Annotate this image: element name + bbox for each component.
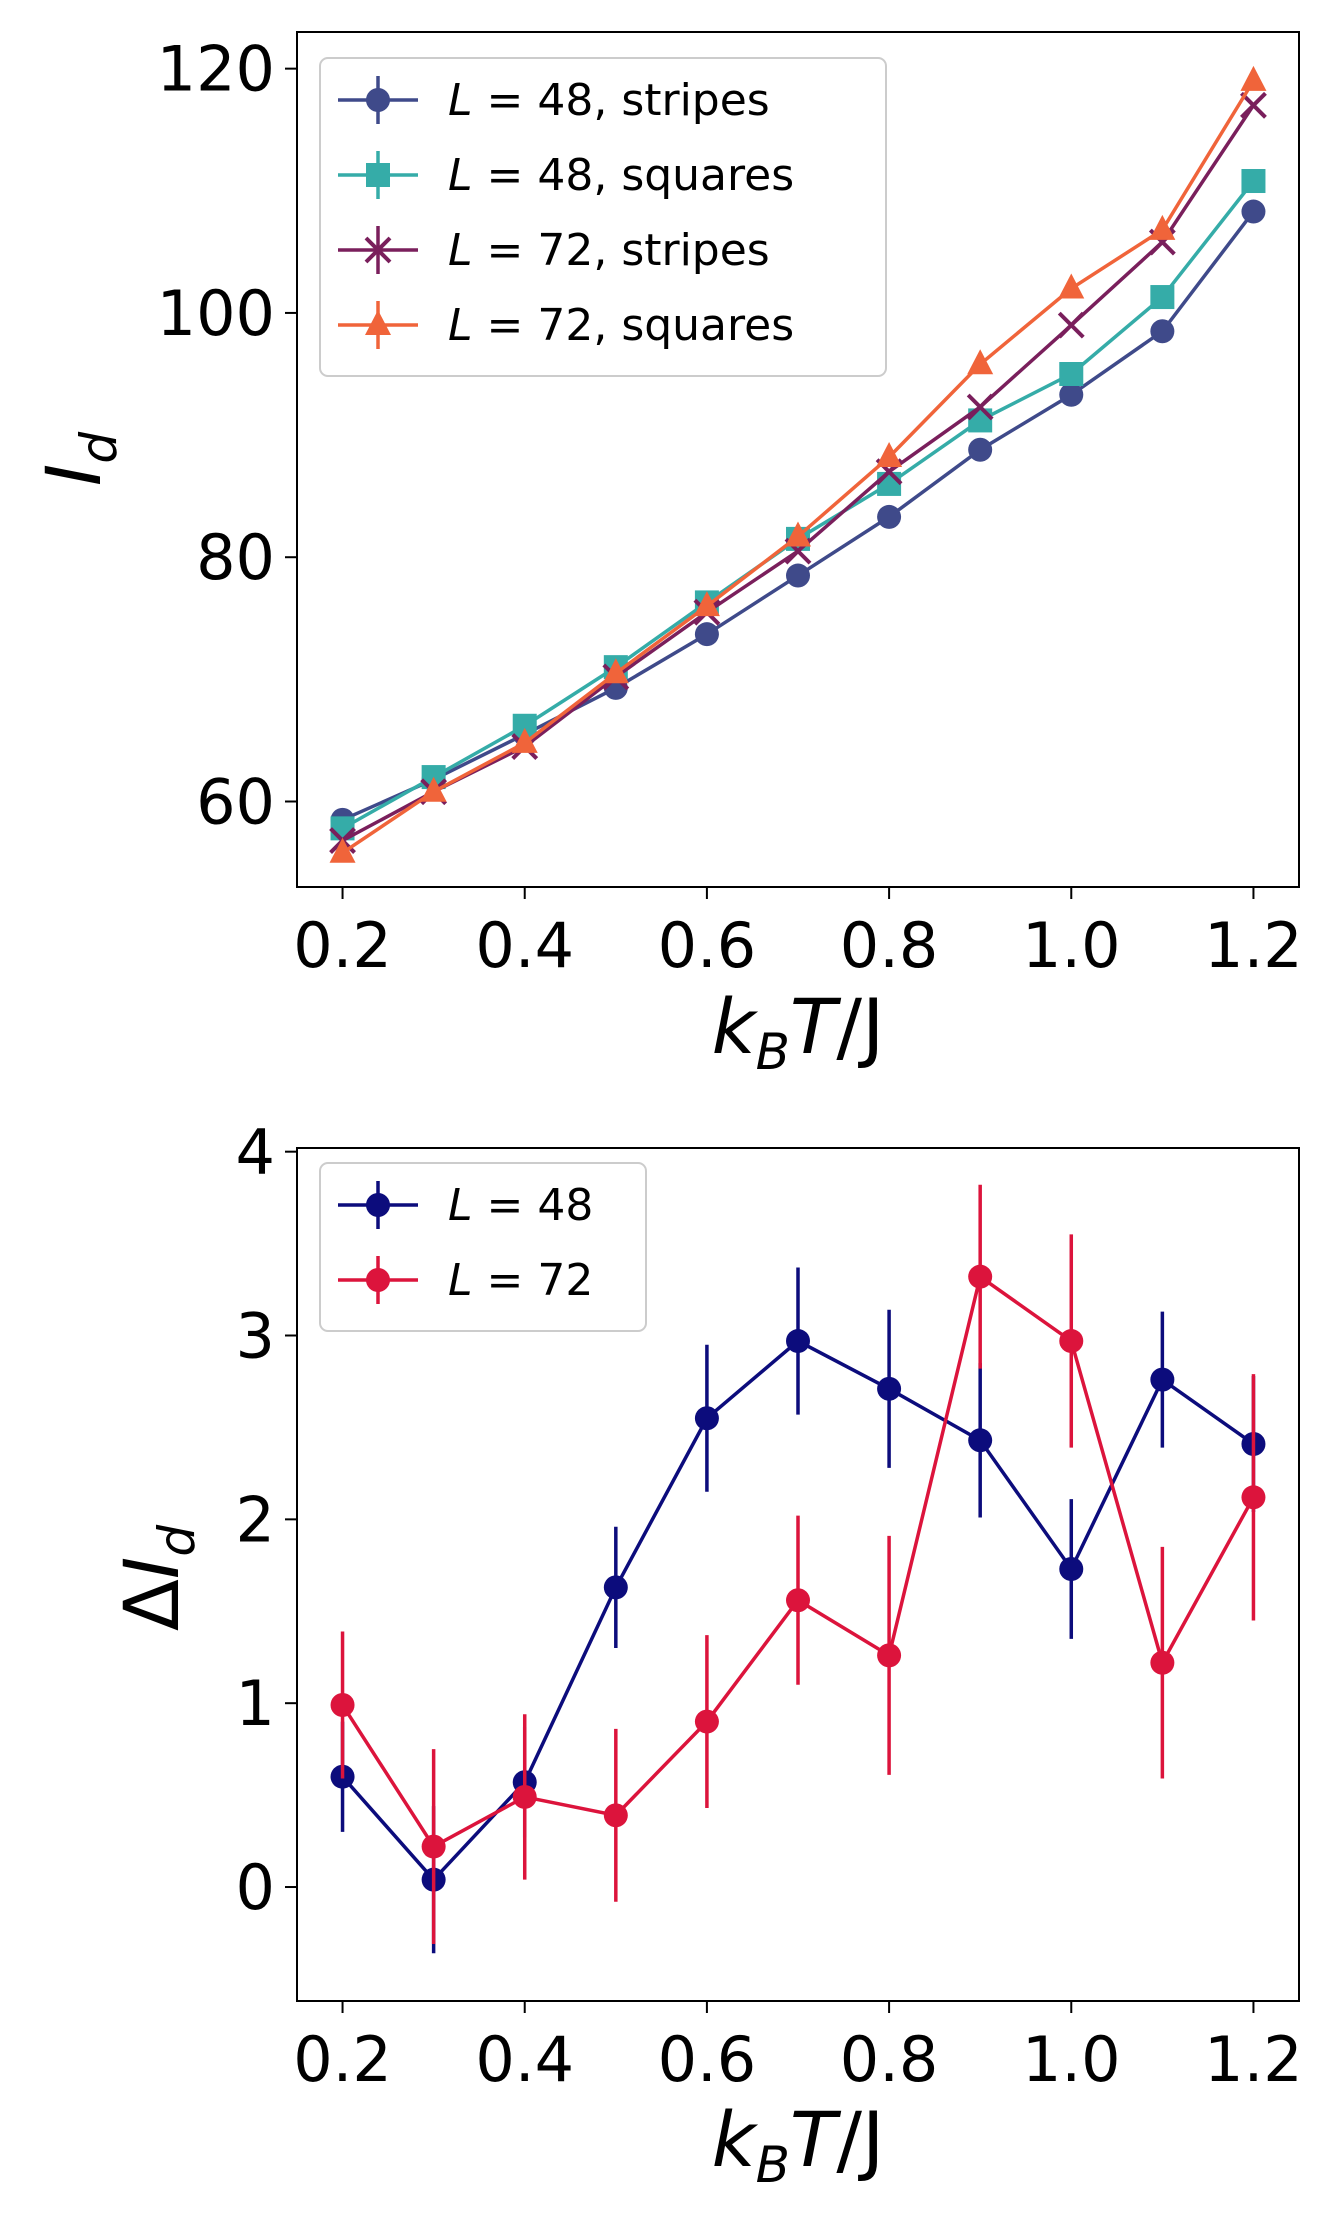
top-x-tick-label: 1.2: [1204, 909, 1303, 982]
top-legend-label: L = 72, stripes: [448, 225, 770, 276]
top-legend-marker: [366, 88, 390, 112]
bottom-data-point: [877, 1643, 902, 1668]
bottom-data-point: [968, 1428, 993, 1453]
bottom-legend-item-1: L = 48: [338, 1180, 593, 1231]
top-legend-marker: [364, 236, 392, 264]
top-x-tick-label: 1.0: [1022, 909, 1121, 982]
top-data-point: [694, 622, 719, 647]
bottom-y-axis-label: ΔId: [107, 1525, 206, 1631]
bottom-legend-label: L = 48: [448, 1180, 593, 1231]
bottom-ticks: 0.2 0.4 0.6 0.8 1.0 1.2 0 1 2 3 4: [236, 1116, 1303, 2096]
top-data-point: [1150, 285, 1175, 310]
top-data-point: [602, 658, 629, 684]
top-data-point: [968, 437, 993, 462]
top-data-point: [1057, 311, 1085, 339]
bottom-x-tick-label: 0.6: [658, 2023, 757, 2096]
top-data-point: [1059, 362, 1084, 386]
top-data-point: [1241, 199, 1266, 224]
top-data-point: [1241, 169, 1266, 194]
top-x-tick-label: 0.2: [293, 909, 392, 982]
top-legend-item-2: L = 48, squares: [338, 150, 794, 201]
bottom-data-point: [1059, 1329, 1084, 1354]
top-x-tick-label: 0.6: [658, 909, 757, 982]
bottom-data-point: [1150, 1367, 1175, 1392]
top-legend-item-3: L = 72, stripes: [338, 225, 770, 276]
top-legend-marker: [365, 310, 391, 335]
top-data-point: [693, 591, 720, 617]
top-x-axis-label: kBT/J: [712, 982, 885, 1081]
top-x-tick-label: 0.8: [840, 909, 939, 982]
bottom-data-point: [694, 1406, 719, 1431]
top-data-point: [967, 349, 994, 375]
bottom-y-tick-label: 3: [236, 1300, 275, 1373]
top-panel: 0.2 0.4 0.6 0.8 1.0 1.2 60 80 100 120 kBT/J Id L …: [29, 31, 1303, 1081]
top-legend-item-1: L = 48, stripes: [338, 75, 770, 126]
top-y-tick-label: 120: [157, 33, 275, 106]
bottom-data-point: [1059, 1556, 1084, 1581]
top-legend-label: L = 72, squares: [448, 300, 794, 351]
bottom-data-point: [786, 1329, 810, 1354]
bottom-x-tick-label: 1.0: [1022, 2023, 1121, 2096]
bottom-legend-marker: [366, 1268, 390, 1292]
bottom-data-point: [512, 1784, 537, 1809]
top-series-4: [329, 65, 1267, 863]
top-y-axis-label: Id: [29, 432, 128, 486]
top-plot-marks: [329, 65, 1267, 863]
bottom-data-point: [603, 1803, 628, 1828]
bottom-data-point: [1150, 1650, 1175, 1675]
top-y-tick-label: 100: [157, 277, 275, 350]
bottom-data-point: [421, 1834, 446, 1859]
top-data-point: [785, 521, 811, 547]
bottom-x-axis-label: kBT/J: [712, 2095, 885, 2194]
top-legend: L = 48, stripes L = 48, squares L = 72, st…: [319, 57, 887, 377]
bottom-legend-label: L = 72: [448, 1255, 593, 1306]
top-data-point: [1058, 273, 1085, 299]
bottom-legend-marker: [366, 1193, 390, 1217]
bottom-series-2: [330, 1184, 1266, 1945]
bottom-legend-item-2: L = 72: [338, 1255, 593, 1306]
top-plot-frame: [296, 31, 1300, 888]
top-data-point: [1059, 382, 1084, 407]
bottom-panel: 0.2 0.4 0.6 0.8 1.0 1.2 0 1 2 3 4 kBT/J ΔId L = 48…: [107, 1116, 1303, 2194]
bottom-data-point: [786, 1588, 810, 1613]
top-data-point: [511, 727, 538, 753]
bottom-x-tick-label: 0.8: [840, 2023, 939, 2096]
top-data-point: [877, 471, 902, 496]
top-data-point: [1150, 319, 1175, 344]
top-data-point: [786, 563, 810, 588]
bottom-x-tick-label: 0.4: [475, 2023, 574, 2096]
bottom-plot-frame: [296, 1147, 1300, 2002]
top-data-point: [1240, 65, 1267, 91]
bottom-data-point: [877, 1376, 902, 1401]
bottom-legend: L = 48 L = 72: [319, 1162, 647, 1332]
bottom-data-point: [1241, 1485, 1266, 1510]
bottom-data-point: [330, 1693, 355, 1718]
bottom-x-tick-label: 0.2: [293, 2023, 392, 2096]
bottom-x-tick-label: 1.2: [1204, 2023, 1303, 2096]
top-legend-item-4: L = 72, squares: [338, 300, 794, 351]
top-data-point: [876, 442, 903, 468]
bottom-y-tick-label: 0: [236, 1851, 275, 1924]
top-data-point: [420, 776, 447, 802]
top-legend-label: L = 48, stripes: [448, 75, 770, 126]
bottom-y-tick-label: 4: [236, 1116, 275, 1189]
top-data-point: [877, 504, 902, 529]
top-legend-marker: [366, 163, 390, 187]
bottom-data-point: [603, 1575, 628, 1600]
bottom-data-point: [694, 1709, 719, 1734]
top-legend-box: [319, 57, 887, 377]
top-data-point: [966, 393, 994, 421]
bottom-y-tick-label: 2: [236, 1483, 275, 1556]
bottom-plot-marks: [330, 1184, 1266, 1954]
top-x-tick-label: 0.4: [475, 909, 574, 982]
top-legend-label: L = 48, squares: [448, 150, 794, 201]
top-data-point: [329, 837, 356, 863]
bottom-data-point: [968, 1264, 993, 1289]
top-ticks: 0.2 0.4 0.6 0.8 1.0 1.2 60 80 100 120: [157, 33, 1303, 982]
top-y-tick-label: 60: [196, 766, 275, 839]
bottom-y-tick-label: 1: [236, 1667, 275, 1740]
top-y-tick-label: 80: [196, 521, 275, 594]
top-data-point: [1149, 214, 1176, 240]
